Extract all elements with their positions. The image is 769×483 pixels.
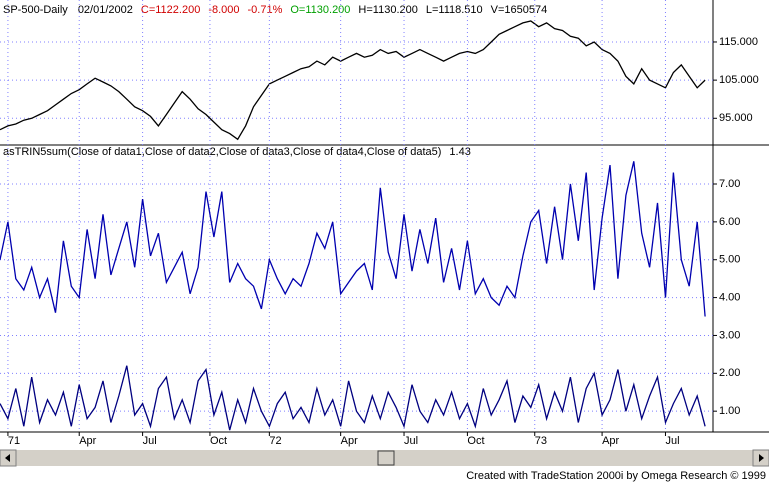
y-tick-label: 7.00 <box>719 178 740 190</box>
quote-field: O=1130.200 <box>290 4 350 16</box>
quote-field: H=1130.200 <box>358 4 417 16</box>
x-tick-label: Oct <box>210 435 227 447</box>
date: 02/01/2002 <box>78 4 133 16</box>
y-tick-label: 6.00 <box>719 216 740 228</box>
series-line <box>0 161 706 317</box>
x-tick-label: Jul <box>143 435 157 447</box>
y-tick-label: 5.00 <box>719 254 740 266</box>
x-tick-label: Apr <box>602 435 619 447</box>
y-tick-label: 4.00 <box>719 291 740 303</box>
symbol: SP-500-Daily <box>3 4 68 16</box>
x-tick-label: 71 <box>8 435 20 447</box>
y-tick-label: 95.000 <box>719 112 753 124</box>
quote-field: C=1122.200 <box>141 4 200 16</box>
quote-field: -8.000 <box>208 4 239 16</box>
y-tick-label: 3.00 <box>719 329 740 341</box>
quote-field: L=1118.510 <box>426 4 483 16</box>
quote-field: V=1650574 <box>491 4 548 16</box>
scroll-thumb[interactable] <box>377 450 395 466</box>
footer: Created with TradeStation 2000i by Omega… <box>466 470 766 482</box>
y-tick-label: 2.00 <box>719 367 740 379</box>
y-tick-label: 1.00 <box>719 405 740 417</box>
quote-field: -0.71% <box>248 4 283 16</box>
arrow-icon <box>5 454 10 462</box>
indicator-value: 1.43 <box>449 146 470 158</box>
series-line <box>0 20 706 141</box>
x-tick-label: Jul <box>404 435 418 447</box>
x-tick-label: Jul <box>665 435 679 447</box>
y-tick-label: 115.000 <box>719 36 758 48</box>
series-line <box>0 365 706 431</box>
indicator-name: asTRIN5sum(Close of data1,Close of data2… <box>3 146 441 158</box>
x-tick-label: Apr <box>79 435 96 447</box>
x-tick-label: 73 <box>535 435 547 447</box>
header: SP-500-Daily 02/01/2002 C=1122.200 -8.000 -0… <box>3 4 547 16</box>
y-tick-label: 105.000 <box>719 74 759 86</box>
x-tick-label: Oct <box>467 435 484 447</box>
arrow-icon <box>759 454 764 462</box>
indicator-title: asTRIN5sum(Close of data1,Close of data2… <box>3 146 471 158</box>
x-tick-label: 72 <box>269 435 281 447</box>
x-tick-label: Apr <box>341 435 358 447</box>
